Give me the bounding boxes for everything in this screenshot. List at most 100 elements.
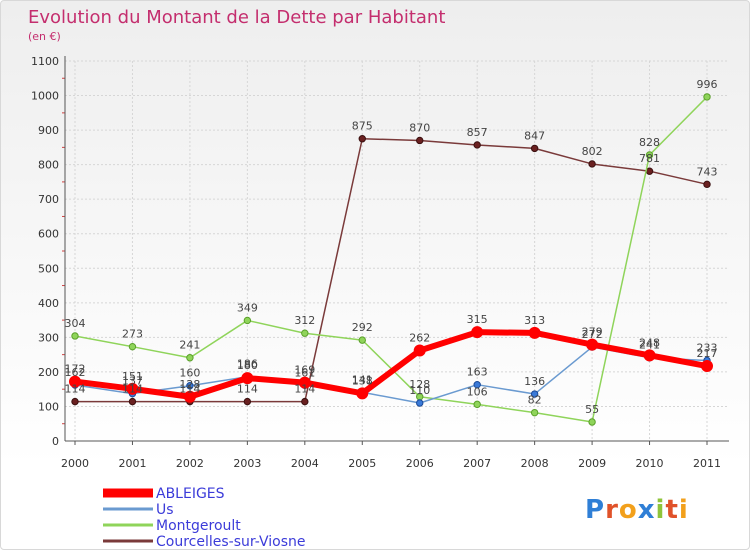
data-label: 233 — [697, 342, 718, 355]
data-label: 82 — [528, 394, 542, 407]
data-point — [703, 93, 711, 101]
x-tick-label: 2007 — [463, 457, 491, 470]
data-label: 110 — [409, 384, 430, 397]
data-point — [643, 349, 656, 362]
data-label: 313 — [524, 314, 545, 327]
x-tick-label: 2000 — [61, 457, 89, 470]
data-label: 828 — [639, 136, 660, 149]
data-label: 169 — [294, 364, 315, 377]
data-label: 106 — [467, 385, 488, 398]
data-point — [358, 336, 366, 344]
data-label: 114 — [65, 383, 86, 396]
data-label: 279 — [582, 326, 603, 339]
data-label: 114 — [179, 383, 200, 396]
logo-letter: r — [605, 495, 619, 525]
legend: ABLEIGESUsMontgeroultCourcelles-sur-Vios… — [103, 486, 305, 549]
series-lines — [69, 93, 713, 426]
data-label: 262 — [409, 331, 430, 344]
data-label: 163 — [467, 366, 488, 379]
data-point — [71, 397, 79, 406]
data-point — [473, 380, 481, 389]
logo-text: Proxiti — [585, 495, 689, 525]
data-point — [645, 167, 654, 175]
chart-subtitle: (en €) — [28, 30, 61, 43]
data-label: 273 — [122, 328, 143, 341]
data-label: 781 — [639, 152, 660, 165]
series-line — [75, 137, 708, 403]
data-point — [416, 399, 424, 407]
data-point — [126, 382, 139, 395]
y-tick-label: 700 — [38, 193, 59, 206]
data-point — [301, 397, 309, 406]
data-label: 161 — [294, 366, 315, 379]
data-point — [530, 408, 539, 417]
data-point — [241, 372, 254, 385]
x-tick-label: 2003 — [233, 457, 261, 470]
y-tick-label: 1100 — [31, 55, 59, 68]
x-tick-label: 2009 — [578, 457, 606, 470]
data-point — [183, 390, 196, 403]
data-label: 114 — [237, 383, 258, 396]
logo-letter: x — [638, 495, 656, 525]
data-label: 847 — [524, 129, 545, 142]
series-0 — [69, 326, 713, 403]
data-point — [530, 390, 539, 398]
data-label: 996 — [697, 78, 718, 91]
x-tick-label: 2008 — [521, 457, 549, 470]
data-point — [71, 332, 79, 340]
series-line — [74, 329, 708, 400]
logo-letter: i — [656, 495, 666, 525]
data-point — [473, 141, 481, 149]
data-label: 857 — [467, 126, 488, 139]
data-label: 743 — [697, 165, 718, 178]
data-point — [701, 360, 713, 373]
data-point — [128, 397, 137, 406]
data-label: 875 — [352, 120, 373, 133]
data-point — [243, 316, 252, 325]
data-point — [645, 151, 654, 159]
data-point — [530, 144, 539, 153]
data-point — [356, 387, 369, 400]
data-label: 217 — [697, 347, 718, 360]
data-point — [416, 136, 424, 145]
data-point — [301, 329, 309, 337]
data-point — [473, 400, 481, 409]
data-label: 137 — [122, 375, 143, 388]
data-labels: 172 151 128 180 169 138 262 315 313 279 248 217 162 1… — [65, 78, 718, 416]
logo-letter: P — [585, 495, 605, 525]
axes: 0 100 200 300 400 500 600 700 800 900 1000 1100 2000… — [31, 55, 729, 470]
data-label: 241 — [639, 339, 660, 352]
data-label: 136 — [524, 375, 545, 388]
legend-label: Montgeroult — [156, 518, 241, 534]
y-tick-label: 100 — [38, 400, 59, 413]
data-point — [298, 376, 311, 389]
data-label: 186 — [237, 358, 258, 371]
data-point — [358, 135, 366, 143]
data-label: 162 — [65, 366, 86, 379]
logo-letter: i — [679, 495, 689, 525]
y-tick-label: 200 — [38, 366, 59, 379]
data-label: 180 — [237, 359, 258, 372]
data-label: 128 — [409, 378, 430, 391]
series-3 — [71, 135, 711, 406]
y-tick-label: 800 — [38, 159, 59, 172]
data-label: 141 — [352, 373, 373, 386]
data-label: 272 — [582, 328, 603, 341]
data-point — [128, 342, 137, 351]
x-tick-label: 2002 — [176, 457, 204, 470]
data-point — [588, 418, 596, 426]
logo-letter: o — [619, 495, 638, 525]
data-label: 248 — [639, 336, 660, 349]
x-tick-label: 2010 — [636, 457, 664, 470]
data-point — [243, 397, 252, 406]
data-label: 292 — [352, 321, 373, 334]
data-label: 138 — [352, 374, 373, 387]
x-tick-label: 2005 — [348, 457, 376, 470]
data-label: 114 — [122, 383, 143, 396]
y-tick-label: 400 — [38, 297, 59, 310]
data-label: 304 — [65, 317, 86, 330]
data-point — [186, 354, 194, 362]
x-tick-label: 2006 — [406, 457, 434, 470]
